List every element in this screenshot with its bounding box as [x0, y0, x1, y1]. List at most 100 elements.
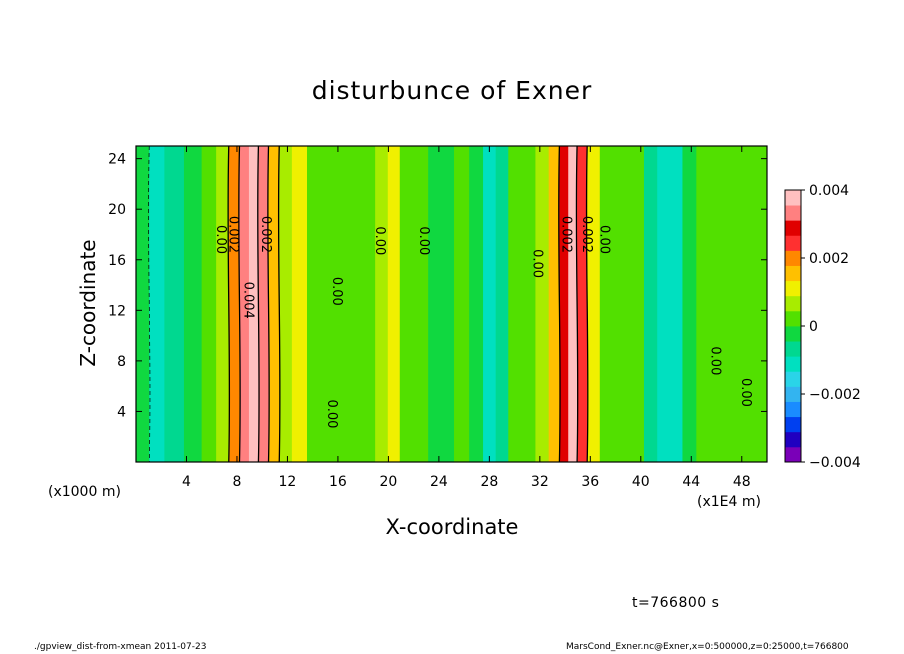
field-column [741, 146, 756, 462]
colorbar-tick-label: −0.004 [809, 455, 861, 471]
field-column [201, 146, 217, 462]
colorbar-band [785, 446, 801, 463]
contour-line [277, 146, 281, 462]
colorbar: 0.004 0.002 0 −0.002 −0.004 [784, 183, 861, 471]
y-tick-label: 12 [108, 303, 126, 319]
field-column [469, 146, 484, 462]
contour-line [227, 146, 231, 462]
field-column [508, 146, 523, 462]
field-column [359, 146, 376, 462]
field-column [164, 146, 185, 462]
colorbar-band [785, 356, 801, 372]
colorbar-tick-label: −0.002 [809, 387, 861, 403]
colorbar-band [785, 295, 801, 312]
field-column [696, 146, 713, 462]
contour-label: 0.00 [530, 249, 545, 278]
colorbar-band [785, 386, 801, 402]
colorbar-band [785, 250, 801, 266]
y-tick-label: 4 [117, 404, 126, 420]
field-column [136, 146, 150, 462]
field-column [657, 146, 671, 462]
contour-label: 0.002 [579, 216, 594, 253]
field-column [228, 146, 241, 462]
x-axis: 4 8 12 16 20 24 28 32 36 40 44 48 [182, 146, 751, 490]
field-column [454, 146, 470, 462]
contour-label: 0.00 [738, 378, 753, 407]
field-column [495, 146, 509, 462]
colorbar-tick-label: 0 [809, 319, 818, 335]
chart-title: disturbunce of Exner [311, 76, 593, 105]
field-column [341, 146, 360, 462]
x-tick-label: 24 [430, 474, 448, 490]
y-tick-label: 24 [108, 152, 126, 168]
field-column [307, 146, 325, 462]
colorbar-band [785, 190, 801, 206]
y-tick-label: 8 [117, 354, 126, 370]
contour-lines [148, 146, 589, 462]
field-column [521, 146, 537, 462]
field-column [577, 146, 588, 462]
contour-label: 0.00 [372, 226, 387, 255]
colorbar-band [785, 235, 801, 251]
contour-label: 0.00 [329, 277, 344, 306]
field-column [375, 146, 389, 462]
contour-line [267, 146, 270, 462]
contour-line [585, 146, 589, 462]
field-column [428, 146, 442, 462]
heatmap-field [136, 146, 767, 462]
field-column [614, 146, 631, 462]
field-column [239, 146, 250, 462]
field-column [291, 146, 308, 462]
field-column [643, 146, 658, 462]
field-column [559, 146, 569, 462]
colorbar-band [785, 310, 801, 327]
field-column [711, 146, 728, 462]
colorbar-band [785, 220, 801, 236]
x-tick-label: 16 [329, 474, 347, 490]
colorbar-band [785, 371, 801, 387]
field-column [399, 146, 415, 462]
contour-label: 0.004 [241, 282, 256, 319]
x-tick-label: 12 [279, 474, 297, 490]
field-column [183, 146, 203, 462]
contour-label: 0.00 [213, 225, 228, 254]
field-column [682, 146, 697, 462]
field-column [535, 146, 550, 462]
contour-label: 0.002 [559, 216, 574, 253]
contour-line [558, 146, 561, 462]
contour-label: 0.002 [258, 216, 273, 253]
x-tick-label: 20 [379, 474, 397, 490]
y-axis-label: Z-coordinate [76, 239, 100, 367]
contour-label: 0.00 [324, 399, 339, 428]
x-tick-label: 48 [733, 474, 751, 490]
colorbar-band [785, 401, 801, 418]
field-column [726, 146, 743, 462]
field-column [279, 146, 293, 462]
x-unit-right: (x1E4 m) [697, 494, 761, 510]
contour-label: 0.00 [596, 225, 611, 254]
colorbar-band [785, 265, 801, 282]
field-column [387, 146, 401, 462]
x-axis-label: X-coordinate [385, 515, 519, 539]
contour-label: 0.002 [225, 216, 240, 253]
x-unit-left: (x1000 m) [48, 484, 121, 500]
contour-line [575, 146, 579, 462]
colorbar-band [785, 280, 801, 297]
field-column [216, 146, 230, 462]
footer-script-info: ./gpview_dist-from-xmean 2011-07-23 [34, 642, 207, 652]
colorbar-band [785, 341, 801, 357]
colorbar-band [785, 416, 801, 433]
plot-frame [135, 145, 768, 463]
field-column [629, 146, 645, 462]
field-column [324, 146, 343, 462]
field-column [149, 146, 165, 462]
field-column [413, 146, 429, 462]
x-tick-label: 8 [232, 474, 241, 490]
contour-line [238, 146, 241, 462]
x-tick-label: 32 [531, 474, 549, 490]
field-column [587, 146, 601, 462]
x-tick-label: 36 [581, 474, 599, 490]
colorbar-band [785, 431, 801, 448]
